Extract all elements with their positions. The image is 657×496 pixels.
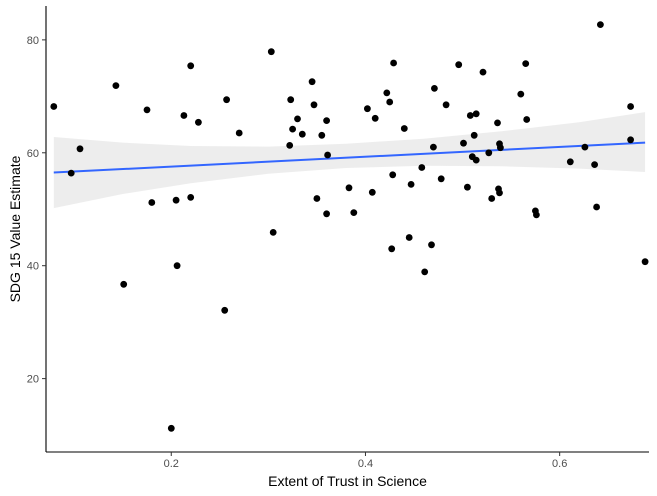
x-axis-title: Extent of Trust in Science: [268, 473, 427, 489]
data-point: [148, 199, 156, 206]
x-tick-label: 0.6: [552, 458, 567, 470]
x-tick-label: 0.2: [164, 458, 179, 470]
data-point: [386, 98, 394, 106]
data-point: [522, 60, 530, 67]
data-points-layer: [50, 21, 649, 432]
data-point: [390, 59, 397, 67]
confidence-band-layer: [53, 112, 646, 209]
y-tick-label: 60: [27, 148, 39, 160]
y-axis-title: SDG 15 Value Estimate: [7, 155, 23, 302]
data-point: [437, 175, 445, 183]
data-point: [460, 139, 467, 147]
data-point: [167, 424, 175, 432]
y-tick-label: 20: [27, 374, 39, 386]
data-point: [287, 96, 295, 104]
data-point: [221, 306, 229, 314]
data-point: [223, 96, 231, 104]
data-point: [50, 103, 58, 110]
data-point: [195, 118, 202, 126]
data-point: [235, 129, 243, 137]
data-point: [472, 110, 480, 118]
data-point: [466, 112, 474, 119]
data-point: [464, 183, 471, 191]
data-point: [405, 234, 413, 241]
confidence-band: [53, 112, 646, 209]
data-point: [497, 144, 504, 152]
data-point: [143, 106, 151, 114]
data-point: [388, 245, 396, 253]
data-point: [76, 145, 84, 153]
data-point: [383, 89, 391, 97]
data-point: [494, 119, 501, 127]
data-point: [485, 149, 493, 157]
data-point: [308, 78, 316, 86]
data-point: [523, 116, 531, 123]
data-point: [173, 262, 181, 270]
data-point: [591, 161, 598, 169]
data-point: [310, 101, 318, 109]
data-point: [431, 85, 438, 92]
data-point: [407, 181, 415, 188]
data-point: [313, 195, 321, 202]
data-point: [345, 184, 353, 192]
data-point: [641, 258, 649, 266]
data-point: [120, 280, 128, 288]
data-point: [566, 158, 574, 166]
data-point: [364, 105, 371, 113]
data-point: [323, 210, 330, 218]
data-point: [418, 164, 426, 171]
data-point: [472, 156, 480, 164]
data-point: [269, 229, 277, 236]
data-point: [430, 143, 437, 151]
data-point: [488, 195, 496, 202]
data-point: [533, 211, 540, 219]
data-point: [597, 21, 604, 28]
y-ticks: 20 40 60 80: [27, 35, 46, 386]
data-point: [496, 189, 503, 197]
data-point: [318, 131, 326, 139]
data-point: [187, 194, 195, 201]
y-tick-label: 40: [27, 261, 39, 273]
x-tick-label: 0.4: [358, 458, 373, 470]
data-point: [180, 112, 188, 119]
y-tick-label: 80: [27, 35, 39, 47]
data-point: [627, 136, 634, 144]
data-point: [421, 268, 429, 276]
data-point: [323, 117, 330, 124]
data-point: [172, 196, 180, 204]
data-point: [294, 115, 301, 123]
data-point: [389, 171, 397, 179]
data-point: [267, 48, 275, 56]
fit-line-layer: [53, 141, 646, 174]
data-point: [428, 241, 435, 249]
data-point: [187, 62, 195, 70]
data-point: [289, 125, 296, 133]
x-ticks: 0.2 0.4 0.6: [164, 452, 567, 470]
regression-line: [53, 141, 646, 174]
data-point: [627, 103, 634, 110]
data-point: [479, 68, 487, 76]
data-point: [112, 82, 120, 89]
data-point: [368, 188, 376, 196]
data-point: [371, 114, 379, 122]
data-point: [517, 90, 525, 98]
data-point: [593, 203, 600, 211]
data-point: [67, 169, 75, 177]
data-point: [324, 151, 331, 159]
data-point: [470, 131, 478, 139]
data-point: [298, 130, 306, 138]
data-point: [400, 125, 408, 132]
data-point: [442, 101, 450, 109]
data-point: [455, 61, 463, 69]
data-point: [286, 142, 294, 149]
data-point: [581, 143, 589, 151]
data-point: [350, 209, 358, 217]
